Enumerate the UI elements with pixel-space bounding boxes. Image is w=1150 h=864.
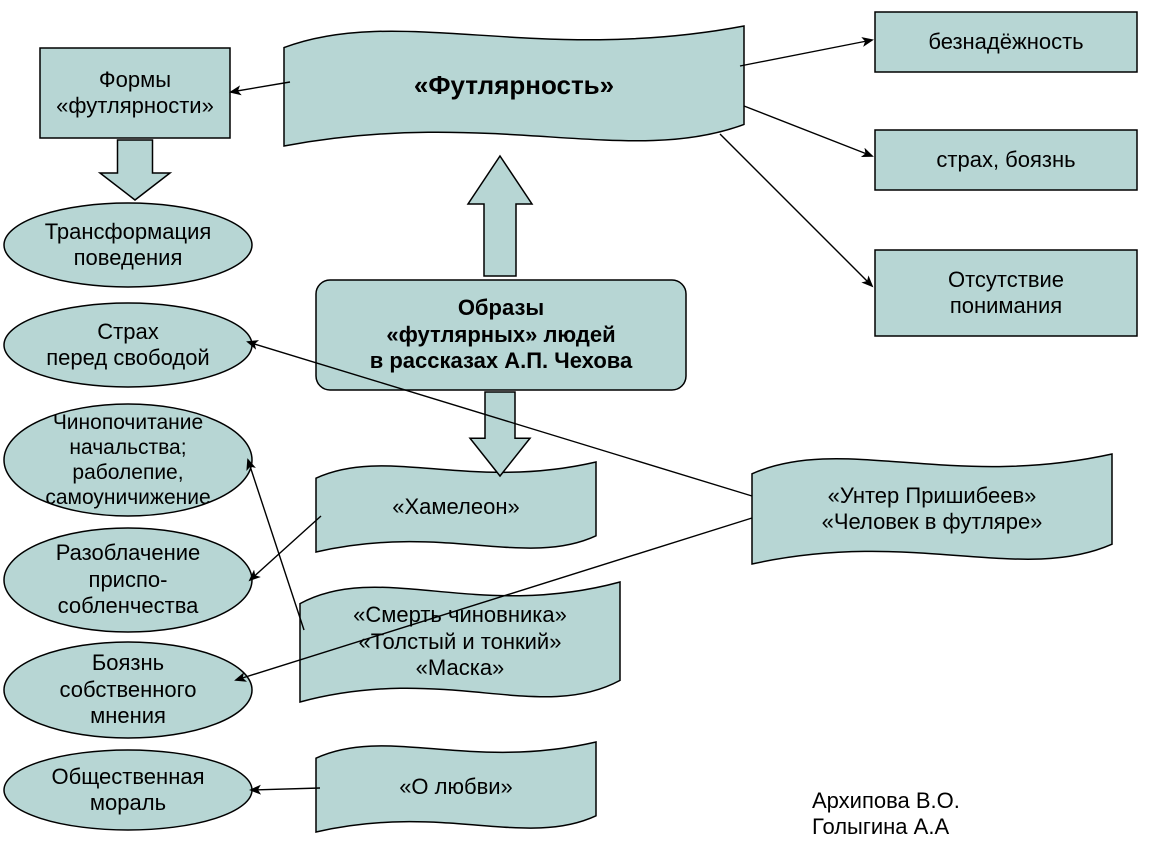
label-wave_chameleon: «Хамелеон»	[316, 462, 596, 552]
label-ell_opinion: Боязнь собственного мнения	[4, 642, 252, 738]
label-images_box: Образы «футлярных» людей в рассказах А.П…	[316, 280, 686, 390]
label-wave_unter: «Унтер Пришибеев» «Человек в футляре»	[752, 454, 1112, 564]
label-ell_transform: Трансформация поведения	[4, 203, 252, 287]
label-hopelessness: безнадёжность	[875, 12, 1137, 72]
connector-1	[740, 40, 872, 66]
label-title_wave: «Футлярность»	[284, 26, 744, 146]
label-forms_box: Формы «футлярности»	[40, 48, 230, 138]
label-ell_chin: Чинопочитание начальства; раболепие, сам…	[4, 404, 252, 516]
label-no_understand: Отсутствие понимания	[875, 250, 1137, 336]
label-wave_olove: «О любви»	[316, 742, 596, 832]
connector-4	[250, 516, 321, 580]
label-ell_moral: Общественная мораль	[4, 750, 252, 830]
label-ell_razobl: Разоблачение приспо- собленчества	[4, 528, 252, 632]
connector-7	[248, 460, 304, 630]
connector-0	[231, 82, 290, 92]
label-ell_fear_free: Страх перед свободой	[4, 303, 252, 387]
connector-3	[720, 134, 872, 286]
credits-text: Архипова В.О. Голыгина А.А	[812, 788, 960, 841]
label-wave_smert: «Смерть чиновника» «Толстый и тонкий» «М…	[300, 582, 620, 702]
label-fear: страх, боязнь	[875, 130, 1137, 190]
block-arrow-down_from_forms	[100, 140, 170, 200]
block-arrow-up_to_title	[468, 156, 532, 276]
connector-8	[251, 788, 320, 790]
diagram-stage: { "canvas": { "width": 1150, "height": 8…	[0, 0, 1150, 864]
connector-2	[744, 106, 872, 156]
